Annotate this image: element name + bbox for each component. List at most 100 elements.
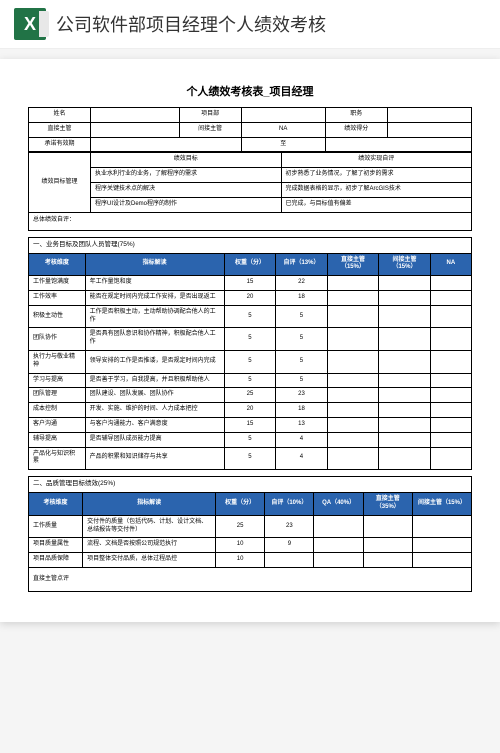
table-row: 项目品质保障项目整体交付品质，总体过程品控10 (29, 553, 472, 568)
dim-cell: 学习与提高 (29, 373, 86, 388)
next-cell (379, 276, 431, 291)
col-self: 自评（13%） (276, 253, 328, 276)
table-row: 工作量饱满度年工作量饱和度1522 (29, 276, 472, 291)
goal-header: 绩效目标 (91, 153, 281, 168)
self-cell: 4 (276, 447, 328, 470)
sup-cell (327, 403, 379, 418)
period-from (91, 137, 242, 152)
next-cell (379, 447, 431, 470)
self-cell: 5 (276, 328, 328, 351)
table-row: 成本控制开发、实施、维护的时间、人力成本把控2018 (29, 403, 472, 418)
score-value (387, 122, 471, 137)
goal-cell: 执业水利行业的业务，了解程序的需求 (91, 168, 281, 183)
dept-value (241, 108, 325, 123)
next-cell (379, 328, 431, 351)
desc-cell: 与客户沟通能力、客户满意度 (85, 417, 224, 432)
table-row: 产品化与知识积累产品的积累和知识储存与共享54 (29, 447, 472, 470)
self-cell: 13 (276, 417, 328, 432)
section-a-table: 一、业务目标及团队人员管理(75%) 考核维度 指标解读 权重（分） 自评（13… (28, 237, 472, 471)
to-label: 至 (241, 137, 325, 152)
self-cell: 5 (276, 373, 328, 388)
next-cell (379, 417, 431, 432)
table-row: 积极主动性工作是否积极主动，主动帮助协调配合他人的工作55 (29, 305, 472, 328)
next-cell (379, 403, 431, 418)
na-cell (430, 328, 471, 351)
table-row: 项目质量属性流程、文档是否按照公司规范执行109 (29, 538, 472, 553)
col-desc: 指标解读 (83, 493, 216, 516)
name-label: 姓名 (29, 108, 91, 123)
excel-icon-letter: X (24, 14, 36, 35)
dim-cell: 辅导提高 (29, 432, 86, 447)
document-page: 个人绩效考核表_项目经理 姓名 项目部 职务 直接主管 间接主管 NA 绩效得分… (0, 59, 500, 622)
dim-cell: 成本控制 (29, 403, 86, 418)
weight-cell: 5 (224, 432, 276, 447)
qa-cell (314, 553, 363, 568)
weight-cell: 20 (224, 403, 276, 418)
dim-cell: 工作质量 (29, 515, 83, 538)
app-title: 公司软件部项目经理个人绩效考核 (56, 11, 326, 37)
next-cell (379, 373, 431, 388)
section-a-header-row: 考核维度 指标解读 权重（分） 自评（13%） 直接主管（15%） 间接主管（1… (29, 253, 472, 276)
col-qa: QA（40%） (314, 493, 363, 516)
self-cell: 5 (276, 305, 328, 328)
weight-cell: 5 (224, 350, 276, 373)
weight-cell: 25 (224, 388, 276, 403)
self-cell: 23 (265, 515, 314, 538)
goal-self-cell: 已完成，与目标值有偏差 (281, 197, 472, 212)
pos-label: 职务 (325, 108, 387, 123)
col-next: 间接主管（15%） (379, 253, 431, 276)
sup-comment-label: 直接主管点评 (29, 567, 472, 591)
excel-icon: X (14, 8, 46, 40)
col-na: NA (430, 253, 471, 276)
info-table: 姓名 项目部 职务 直接主管 间接主管 NA 绩效得分 承诺有效期 至 (28, 107, 472, 152)
next-cell (412, 538, 471, 553)
qa-cell (314, 515, 363, 538)
next-cell (379, 388, 431, 403)
desc-cell: 项目整体交付品质，总体过程品控 (83, 553, 216, 568)
desc-cell: 团队建设、团队发展、团队协作 (85, 388, 224, 403)
weight-cell: 25 (216, 515, 265, 538)
next-sup-value: NA (241, 122, 325, 137)
sup-cell (327, 373, 379, 388)
sup-cell (327, 417, 379, 432)
self-cell: 18 (276, 290, 328, 305)
sup-cell (327, 290, 379, 305)
self-cell: 5 (276, 350, 328, 373)
table-row: 团队管理团队建设、团队发展、团队协作2523 (29, 388, 472, 403)
weight-cell: 5 (224, 305, 276, 328)
next-cell (412, 515, 471, 538)
na-cell (430, 403, 471, 418)
next-cell (412, 553, 471, 568)
col-weight: 权重（分） (224, 253, 276, 276)
overall-self-label: 总体绩效自评： (29, 212, 472, 230)
weight-cell: 5 (224, 328, 276, 351)
dim-cell: 项目质量属性 (29, 538, 83, 553)
weight-cell: 5 (224, 373, 276, 388)
desc-cell: 领导安排的工作是否推诿，是否规定时间内完成 (85, 350, 224, 373)
sup-cell (327, 350, 379, 373)
sup-value (91, 122, 180, 137)
na-cell (430, 305, 471, 328)
table-row: 辅导提高是否辅导团队成员能力提高54 (29, 432, 472, 447)
col-sup: 直接主管（15%） (327, 253, 379, 276)
table-row: 团队协作是否具有团队意识和协作精神，积极配合他人工作55 (29, 328, 472, 351)
period-label: 承诺有效期 (29, 137, 91, 152)
table-row: 执行力与敬业精神领导安排的工作是否推诿，是否规定时间内完成55 (29, 350, 472, 373)
next-cell (379, 290, 431, 305)
col-self: 自评（10%） (265, 493, 314, 516)
sup-cell (327, 388, 379, 403)
app-header: X 公司软件部项目经理个人绩效考核 (0, 0, 500, 49)
self-header: 绩效实现自评 (281, 153, 472, 168)
section-a-title: 一、业务目标及团队人员管理(75%) (29, 237, 472, 253)
dim-cell: 工作效率 (29, 290, 86, 305)
dim-cell: 工作量饱满度 (29, 276, 86, 291)
sup-cell (363, 515, 412, 538)
next-cell (379, 350, 431, 373)
na-cell (430, 432, 471, 447)
desc-cell: 是否具有团队意识和协作精神，积极配合他人工作 (85, 328, 224, 351)
goals-table: 绩效目标管理 绩效目标 绩效实现自评 执业水利行业的业务，了解程序的需求 初步熟… (28, 152, 472, 230)
desc-cell: 是否善于学习，自我提高，并且积极帮助他人 (85, 373, 224, 388)
sup-cell (327, 432, 379, 447)
score-label: 绩效得分 (325, 122, 387, 137)
sup-label: 直接主管 (29, 122, 91, 137)
